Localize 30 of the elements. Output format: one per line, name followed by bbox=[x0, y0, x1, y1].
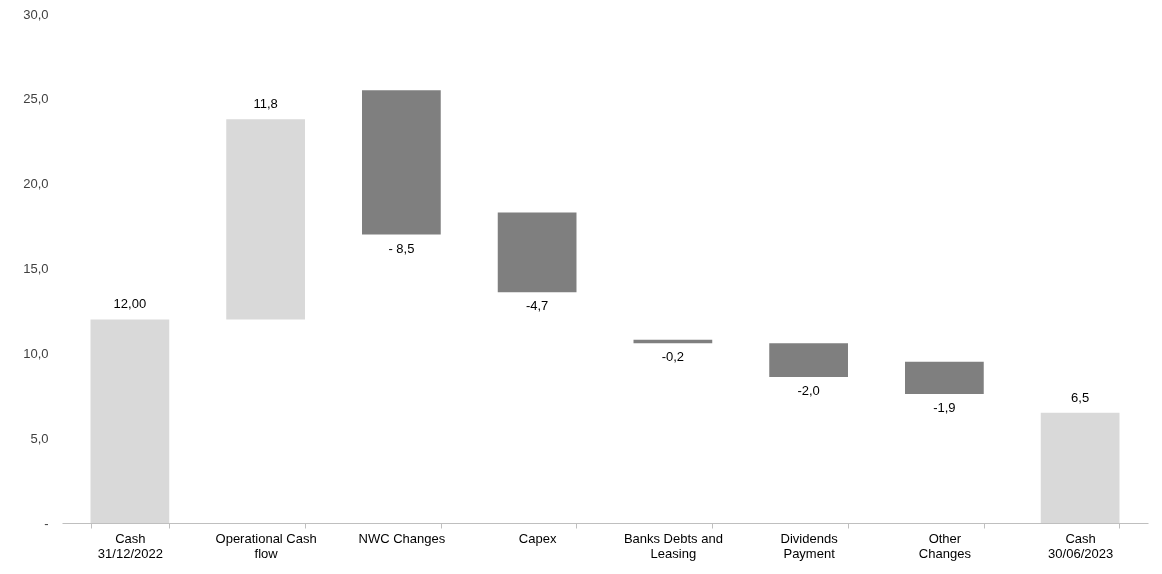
bar bbox=[90, 319, 170, 523]
data-label: 12,00 bbox=[113, 296, 147, 312]
x-tick-label: Other Changes bbox=[918, 530, 972, 561]
y-tick-label: 10,0 bbox=[23, 345, 49, 361]
y-tick-label: - bbox=[44, 515, 49, 531]
x-tick-label: Dividends Payment bbox=[780, 530, 839, 561]
x-tick-label: Cash 30/06/2023 bbox=[1048, 530, 1114, 561]
y-tick-label: 30,0 bbox=[23, 6, 49, 22]
bar bbox=[497, 212, 577, 293]
x-tick-label: Banks Debts and Leasing bbox=[623, 530, 723, 561]
x-tick-label: Capex bbox=[518, 530, 557, 546]
data-label: -1,9 bbox=[933, 400, 956, 416]
x-tick-label: Cash 31/12/2022 bbox=[97, 530, 163, 561]
data-label: - 8,5 bbox=[388, 240, 415, 256]
x-tick-label: NWC Changes bbox=[358, 530, 446, 546]
bar bbox=[1040, 412, 1120, 523]
x-tick-label: Operational Cash flow bbox=[215, 530, 317, 561]
bar bbox=[226, 119, 305, 320]
bar bbox=[769, 343, 848, 378]
data-label: -2,0 bbox=[797, 383, 820, 399]
y-tick-label: 5,0 bbox=[30, 430, 49, 446]
y-tick-label: 15,0 bbox=[23, 261, 49, 276]
data-label: -4,7 bbox=[525, 298, 549, 314]
bar bbox=[362, 90, 441, 235]
data-label: -0,2 bbox=[661, 349, 685, 365]
data-label: 11,8 bbox=[253, 96, 278, 112]
data-label: 6,5 bbox=[1071, 389, 1090, 405]
y-tick-label: 25,0 bbox=[23, 91, 49, 107]
y-tick-label: 20,0 bbox=[23, 176, 49, 192]
bar bbox=[905, 361, 984, 395]
